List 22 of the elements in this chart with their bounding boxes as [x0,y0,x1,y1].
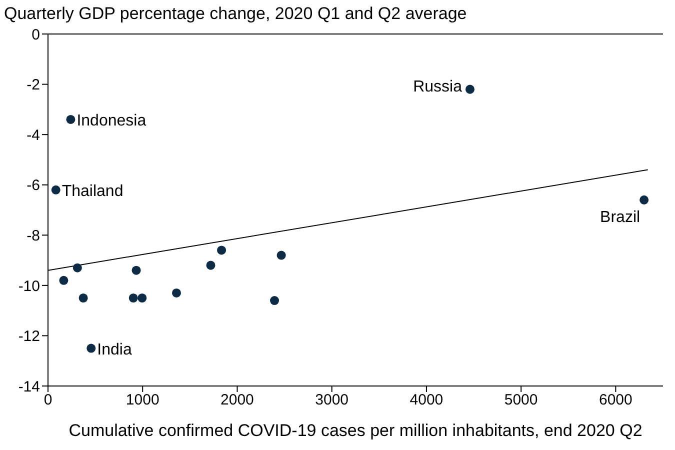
y-tick-label: 0 [32,26,40,44]
x-tick-label: 4000 [410,392,444,409]
y-tick-label: -14 [18,378,40,396]
y-tick-label: -6 [26,177,40,194]
annotation: Russia [413,78,462,96]
y-tick-label: -10 [18,278,40,295]
annotation: Thailand [62,182,124,200]
annotation: Indonesia [76,112,146,130]
x-tick-label: 2000 [220,392,254,409]
y-tick-label: -2 [26,76,40,94]
x-tick-label: 0 [44,392,52,409]
y-tick-label: -12 [18,328,40,346]
chart-title: Quarterly GDP percentage change, 2020 Q1 and Q2 average [4,4,467,24]
annotation: India [97,341,132,358]
x-tick-label: 3000 [315,392,349,409]
x-tick-label: 5000 [504,392,538,409]
y-tick-label: -4 [26,126,40,144]
x-tick-label: 1000 [126,392,160,409]
y-tick-label: -8 [26,227,40,244]
x-axis-title: Cumulative confirmed COVID-19 cases per million inhabitants, end 2020 Q2 [68,421,642,440]
annotation: Brazil [600,208,640,226]
x-tick-label: 6000 [599,392,632,409]
